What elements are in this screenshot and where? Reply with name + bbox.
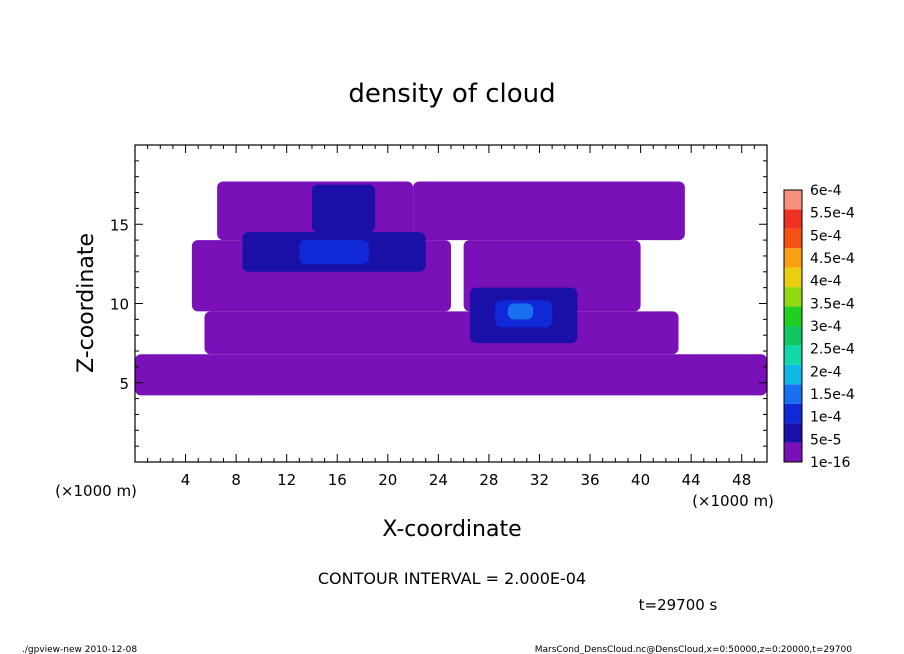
colorbar-swatch <box>784 326 802 346</box>
x-tick-label: 12 <box>277 471 296 489</box>
colorbar-tick-label: 5e-4 <box>810 228 842 244</box>
time-label: t=29700 s <box>639 596 718 614</box>
colorbar-tick-label: 4e-4 <box>810 274 842 290</box>
x-tick-label: 16 <box>328 471 347 489</box>
contour-interval-label: CONTOUR INTERVAL = 2.000E-04 <box>318 569 586 588</box>
colorbar-swatch <box>784 423 802 443</box>
colorbar-tick-label: 3.5e-4 <box>810 296 855 312</box>
x-unit-label: (×1000 m) <box>692 492 774 510</box>
colorbar-tick-label: 5e-5 <box>810 432 841 448</box>
x-tick-label: 24 <box>429 471 448 489</box>
density-region-3-1 <box>413 181 685 241</box>
y-tick-label: 15 <box>110 216 129 234</box>
density-region-6-0 <box>311 184 376 233</box>
x-tick-label: 20 <box>378 471 397 489</box>
colorbar: 1e-16 5e-5 1e-4 1.5e-4 2e-4 2.5e-4 3e-4 3.5e-4 4… <box>783 183 855 471</box>
density-region-9-0 <box>507 303 534 320</box>
density-region-7-0 <box>299 240 369 264</box>
x-axis-title: X-coordinate <box>382 517 521 542</box>
colorbar-swatch <box>784 306 802 326</box>
y-axis-title: Z-coordinate <box>74 233 99 373</box>
colorbar-tick-label: 2e-4 <box>810 364 842 380</box>
x-tick-label: 48 <box>732 471 751 489</box>
x-tick-label: 44 <box>682 471 701 489</box>
colorbar-swatch <box>784 364 802 385</box>
x-tick-label: 40 <box>631 471 650 489</box>
chart-title: density of cloud <box>348 79 555 109</box>
y-unit-label: (×1000 m) <box>55 482 137 500</box>
footer-right-label: MarsCond_DensCloud.nc@DensCloud,x=0:5000… <box>535 645 852 654</box>
y-tick-label: 5 <box>119 375 129 393</box>
colorbar-swatch <box>784 384 802 404</box>
contour-fill-layer <box>135 181 767 396</box>
colorbar-swatch <box>784 287 802 307</box>
colorbar-swatch <box>784 190 802 210</box>
colorbar-tick-label: 1e-4 <box>810 410 842 426</box>
colorbar-swatch <box>784 209 802 229</box>
x-tick-label: 8 <box>231 471 241 489</box>
colorbar-tick-label: 1.5e-4 <box>810 387 855 403</box>
colorbar-swatch <box>784 442 802 462</box>
x-tick-label: 4 <box>181 471 191 489</box>
x-axis-ticks: 4 8 12 16 20 24 28 32 36 40 44 48 <box>147 145 755 489</box>
colorbar-tick-label: 2.5e-4 <box>810 342 855 358</box>
colorbar-swatch <box>784 267 802 288</box>
colorbar-swatch <box>784 248 802 268</box>
colorbar-tick-label: 3e-4 <box>810 319 842 335</box>
colorbar-tick-label: 5.5e-4 <box>810 206 855 222</box>
colorbar-frame <box>783 189 803 463</box>
footer-left-label: ./gpview-new 2010-12-08 <box>22 645 137 654</box>
colorbar-tick-label: 6e-4 <box>810 183 842 199</box>
density-region-1-0 <box>204 311 679 355</box>
colorbar-swatch <box>784 228 802 249</box>
colorbar-tick-label: 1e-16 <box>810 455 850 471</box>
x-tick-label: 28 <box>479 471 498 489</box>
colorbar-swatch <box>784 403 802 424</box>
density-region-0-0 <box>135 354 767 396</box>
y-axis-ticks: 5 10 15 <box>110 160 767 447</box>
x-tick-label: 32 <box>530 471 549 489</box>
x-tick-label: 36 <box>580 471 599 489</box>
colorbar-tick-label: 4.5e-4 <box>810 251 855 267</box>
y-tick-label: 10 <box>110 296 129 314</box>
colorbar-swatch <box>784 345 802 365</box>
